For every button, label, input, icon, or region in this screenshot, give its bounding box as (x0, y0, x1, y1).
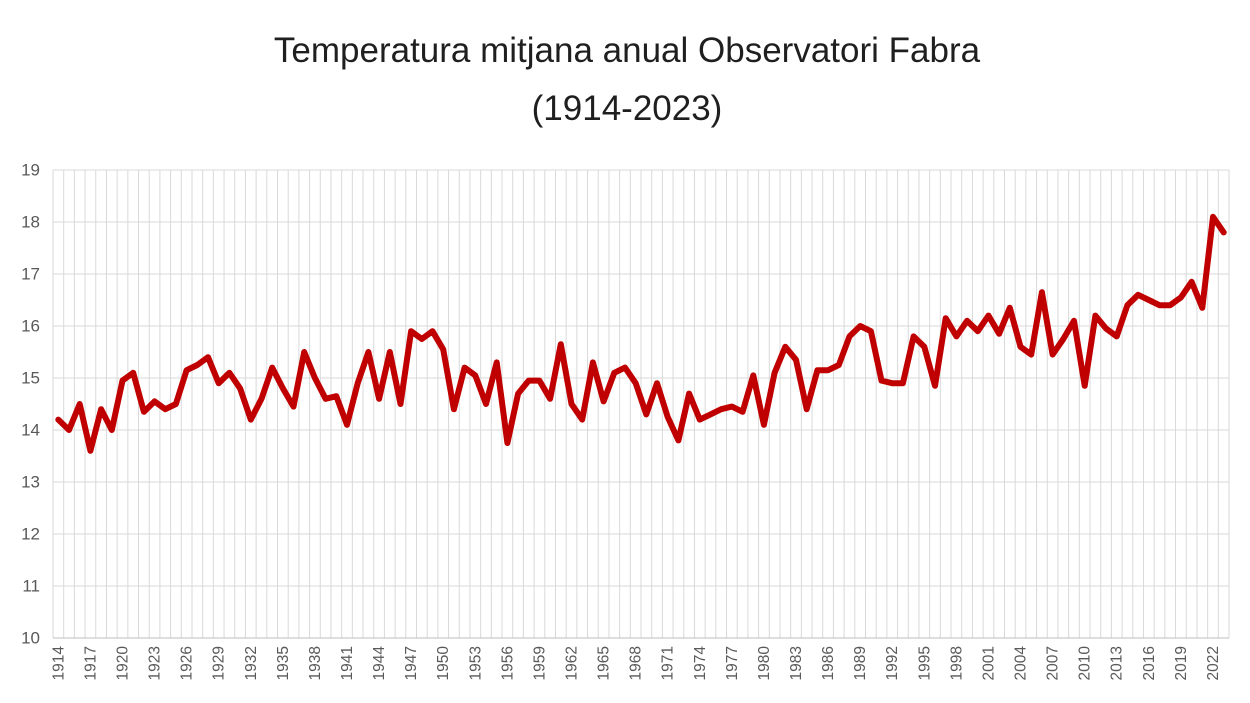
x-axis-tick-label: 1962 (563, 646, 580, 680)
x-axis-tick-label: 2010 (1077, 646, 1094, 681)
y-axis-tick-label: 17 (21, 264, 40, 283)
y-axis-tick-label: 11 (22, 576, 40, 595)
x-axis-tick-label: 1929 (211, 646, 228, 680)
x-axis-tick-label: 1944 (371, 646, 388, 681)
x-axis-tick-label: 2004 (1012, 646, 1029, 681)
x-axis-tick-label: 1989 (852, 646, 869, 680)
x-axis-tick-label: 1935 (275, 646, 292, 680)
x-axis-tick-label: 1941 (339, 646, 356, 680)
x-axis-tick-label: 1917 (82, 646, 99, 680)
x-axis-tick-label: 2013 (1109, 646, 1126, 680)
x-axis-tick-label: 1938 (307, 646, 324, 680)
x-axis-tick-label: 2007 (1045, 646, 1062, 680)
x-axis-tick-label: 2001 (980, 646, 997, 680)
x-axis-tick-label: 1965 (596, 646, 613, 680)
gridlines (52, 169, 1230, 639)
x-axis-tick-label: 1950 (435, 646, 452, 681)
x-axis-tick-label: 1980 (756, 646, 773, 681)
x-axis-tick-label: 1998 (948, 646, 965, 680)
x-axis-tick-label: 1914 (50, 646, 67, 681)
y-axis-tick-label: 12 (21, 524, 40, 543)
temperature-series-line (55, 213, 1227, 454)
x-axis-tick-label: 2019 (1173, 646, 1190, 680)
x-axis-tick-label: 1983 (788, 646, 805, 680)
x-axis-tick-label: 1953 (467, 646, 484, 680)
x-axis-tick-label: 1959 (531, 646, 548, 680)
y-axis-tick-label: 18 (21, 212, 40, 231)
y-axis-tick-label: 14 (21, 420, 40, 439)
y-axis-tick-label: 15 (21, 368, 40, 387)
x-axis-tick-label: 1971 (660, 646, 677, 680)
y-axis-labels: 10 11 12 13 14 15 16 17 18 19 (21, 160, 40, 647)
x-axis-tick-label: 1956 (499, 646, 516, 680)
x-axis-tick-label: 1974 (692, 646, 709, 681)
y-axis-tick-label: 10 (21, 628, 40, 647)
x-axis-tick-label: 2022 (1205, 646, 1222, 680)
chart-title-line1: Temperatura mitjana anual Observatori Fa… (274, 31, 981, 70)
x-axis-tick-label: 2016 (1141, 646, 1158, 680)
x-axis-tick-label: 1968 (628, 646, 645, 680)
x-axis-tick-label: 1920 (114, 646, 131, 681)
x-axis-tick-label: 1923 (147, 646, 164, 680)
x-axis-tick-label: 1995 (916, 646, 933, 680)
x-axis-tick-label: 1986 (820, 646, 837, 680)
y-axis-tick-label: 13 (21, 472, 40, 491)
y-axis-tick-label: 19 (21, 160, 40, 179)
x-axis-tick-label: 1926 (179, 646, 196, 680)
x-axis-tick-label: 1992 (884, 646, 901, 680)
y-axis-tick-label: 16 (21, 316, 40, 335)
x-axis-tick-label: 1947 (403, 646, 420, 680)
x-axis-tick-label: 1932 (243, 646, 260, 680)
x-axis-labels: 1914 1917 1920 1923 1926 1929 1932 1935 1938 1941… (50, 646, 1222, 681)
x-axis-tick-label: 1977 (724, 646, 741, 680)
chart-title-line2: (1914-2023) (532, 89, 723, 128)
